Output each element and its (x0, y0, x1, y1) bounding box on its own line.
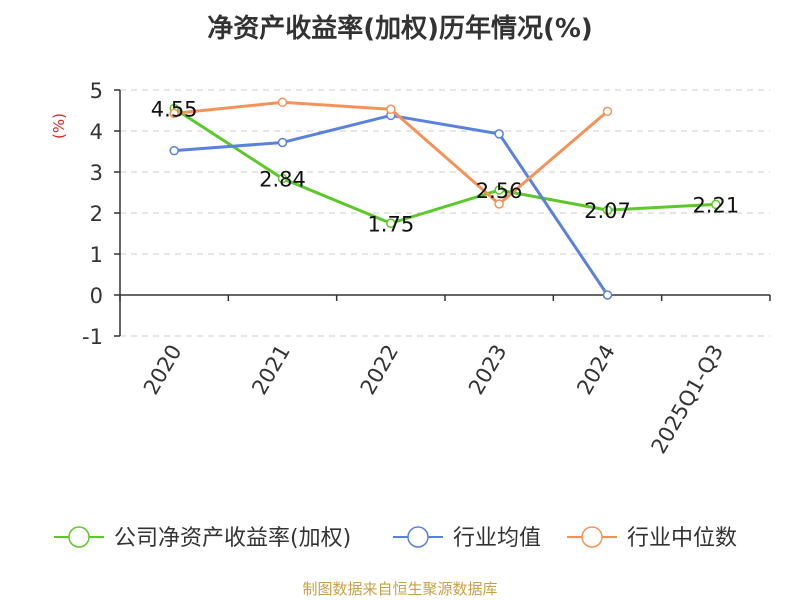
data-point (494, 199, 504, 209)
chart-title: 净资产收益率(加权)历年情况(%) (207, 14, 593, 44)
data-label: 2.07 (584, 199, 631, 223)
grid-lines (120, 89, 770, 337)
legend-marker (581, 526, 603, 548)
data-point (277, 137, 288, 148)
data-point (277, 97, 288, 108)
data-label: 2.56 (476, 179, 523, 203)
legend-marker (68, 526, 90, 548)
y-tick-label: -1 (82, 325, 103, 349)
axes (114, 89, 771, 337)
x-tick-labels: 2020 2021 2022 2023 2024 2025Q1-Q3 (139, 340, 728, 457)
series-line-1 (173, 107, 716, 225)
y-tick-label: 5 (90, 79, 103, 103)
legend-label: 公司净资产收益率(加权) (114, 526, 351, 551)
legend-marker (407, 526, 429, 548)
x-tick-label: 2021 (247, 341, 295, 399)
x-tick-label: 2020 (139, 341, 187, 399)
y-tick-label: 1 (90, 243, 103, 267)
data-label: 2.21 (692, 193, 739, 217)
x-tick-label: 2024 (572, 341, 620, 399)
data-point (711, 199, 721, 210)
data-point (494, 129, 504, 139)
data-point (169, 145, 179, 156)
x-tick-label: 2022 (356, 341, 404, 399)
data-labels: 4.55 2.84 1.75 2.56 2.07 2.21 (151, 97, 739, 236)
legend: 公司净资产收益率(加权) 行业均值 行业中位数 (54, 526, 737, 551)
y-tick-label: 4 (90, 120, 103, 144)
series-line-2 (174, 113, 609, 296)
legend-label: 行业均值 (453, 526, 541, 551)
y-tick-label: 0 (90, 284, 103, 308)
y-tick-label: 2 (90, 202, 103, 226)
series-group (169, 97, 721, 300)
data-point (602, 290, 613, 300)
data-label: 2.84 (259, 168, 306, 192)
legend-label: 行业中位数 (627, 526, 737, 551)
y-axis-label: (%) (50, 113, 68, 139)
data-point (602, 106, 613, 117)
y-tick-label: 3 (90, 161, 103, 185)
source-note: 制图数据来自恒生聚源数据库 (302, 580, 498, 598)
data-point (277, 173, 288, 184)
data-point (386, 104, 396, 115)
data-point (169, 108, 179, 119)
data-label: 1.75 (367, 212, 414, 236)
x-tick-label: 2025Q1-Q3 (647, 341, 729, 458)
y-tick-labels: 5 4 3 2 1 0 -1 (82, 79, 103, 349)
data-point (602, 205, 613, 215)
x-tick-label: 2023 (464, 340, 512, 398)
data-point (386, 218, 396, 228)
data-label: 4.55 (151, 97, 198, 121)
data-point (494, 185, 504, 195)
